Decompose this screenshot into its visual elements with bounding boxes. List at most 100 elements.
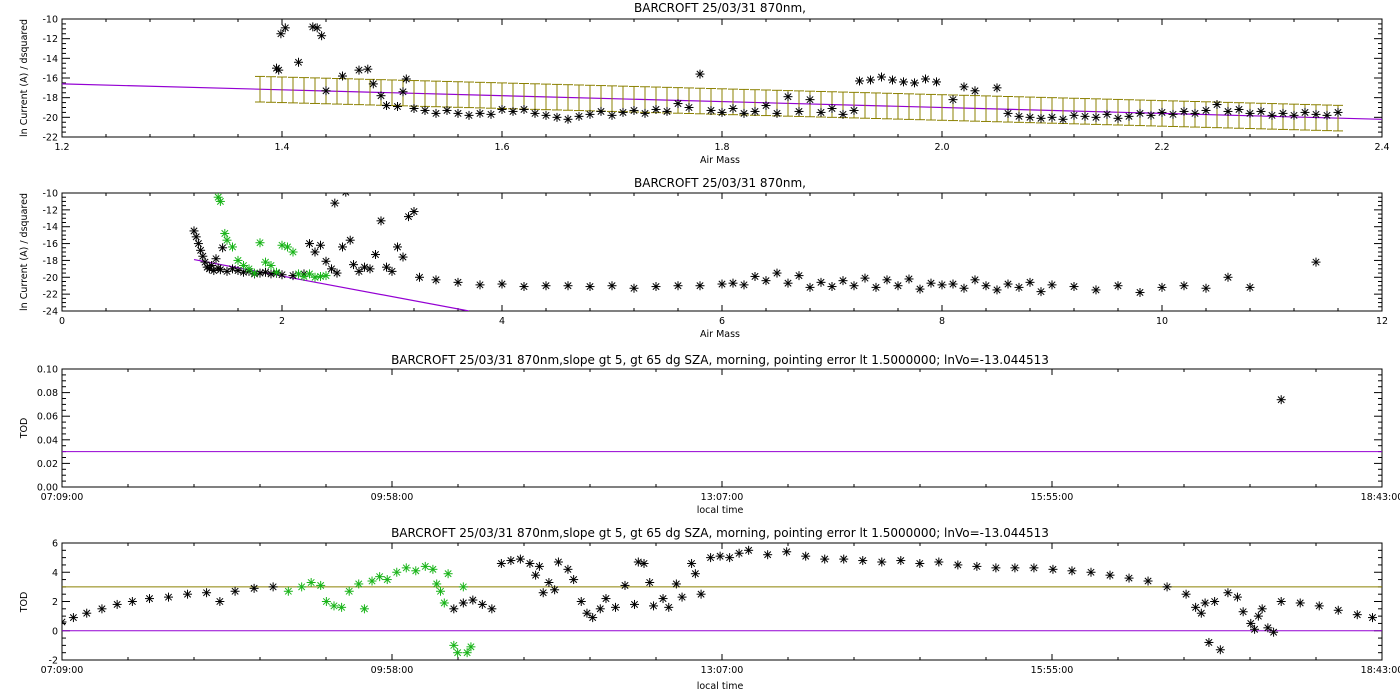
error-bar (981, 95, 991, 122)
data-point (1162, 582, 1172, 592)
data-point (462, 648, 472, 658)
error-bar (563, 84, 573, 111)
y-tick-label: 0 (52, 626, 58, 637)
data-point (268, 582, 278, 592)
data-point (664, 602, 674, 612)
data-point (1257, 604, 1267, 614)
data-point (734, 548, 744, 558)
data-point (1168, 109, 1178, 119)
data-point (563, 281, 573, 291)
panel-tod-small: BARCROFT 25/03/31 870nm,slope gt 5, gt 6… (19, 353, 1400, 516)
error-bar (299, 77, 309, 104)
data-point (630, 599, 640, 609)
data-point (519, 282, 529, 292)
plot-frame (61, 192, 1383, 312)
data-point (783, 92, 793, 102)
data-point (1223, 588, 1233, 598)
data-point (305, 269, 314, 279)
data-point (496, 558, 506, 568)
data-point (244, 264, 254, 274)
data-point (1102, 109, 1112, 119)
data-point (585, 282, 595, 292)
data-point (449, 604, 459, 614)
data-point (144, 594, 154, 604)
data-point (327, 264, 336, 274)
data-point (382, 262, 391, 272)
data-point (805, 95, 815, 105)
data-point (530, 108, 540, 118)
x-tick-label: 12 (1376, 316, 1388, 327)
y-tick-label: -16 (42, 239, 58, 250)
data-point (1146, 110, 1156, 120)
data-point (574, 111, 584, 121)
data-point (453, 277, 463, 287)
error-bar (453, 81, 463, 108)
data-point (1058, 114, 1068, 124)
y-tick-label: 4 (52, 568, 58, 579)
data-point (838, 276, 848, 286)
data-marks (62, 22, 1382, 132)
data-point (367, 576, 377, 586)
x-tick-label: 1.6 (494, 142, 509, 153)
data-point (953, 560, 963, 570)
data-point (1201, 105, 1211, 115)
chart-title: BARCROFT 25/03/31 870nm, (634, 1, 806, 15)
data-point (805, 282, 815, 292)
data-point (431, 275, 441, 285)
data-point (610, 602, 620, 612)
data-point (820, 554, 830, 564)
data-point (1105, 570, 1115, 580)
data-point (525, 558, 535, 568)
data-point (321, 256, 331, 266)
data-point (1352, 610, 1362, 620)
data-point (230, 586, 240, 596)
data-point (1256, 106, 1266, 116)
data-point (1215, 645, 1225, 655)
data-point (458, 598, 468, 608)
data-point (283, 586, 293, 596)
data-point (1014, 111, 1024, 121)
data-point (552, 112, 562, 122)
data-point (1314, 601, 1324, 611)
data-point (376, 91, 386, 101)
data-point (690, 569, 700, 579)
data-point (899, 77, 908, 87)
data-point (761, 101, 771, 111)
error-bar (431, 80, 441, 108)
y-tick-label: -20 (42, 113, 58, 124)
data-point (249, 583, 259, 593)
data-point (640, 108, 650, 118)
data-point (910, 78, 919, 88)
data-point (1080, 111, 1090, 121)
plot-frame (61, 542, 1383, 661)
data-point (763, 550, 773, 560)
data-point (428, 564, 438, 574)
data-point (801, 551, 811, 561)
data-point (344, 586, 354, 596)
error-bar (354, 78, 364, 106)
x-tick-label: 2.4 (1374, 142, 1389, 153)
data-point (677, 592, 687, 602)
data-point (1212, 100, 1222, 110)
data-point (1047, 112, 1057, 122)
data-point (849, 281, 859, 291)
data-point (959, 82, 969, 92)
data-point (706, 105, 716, 115)
data-point (877, 72, 886, 82)
y-tick-label: 2 (52, 597, 58, 608)
y-tick-label: 0.04 (37, 435, 58, 446)
data-point (409, 207, 419, 217)
x-tick-label: 13:07:00 (701, 665, 744, 676)
data-point (218, 243, 228, 253)
data-point (375, 572, 385, 582)
data-point (215, 597, 225, 606)
data-point (1289, 110, 1299, 120)
ticks: 07:09:00 09:58:00 13:07:00 15:55:00 18:43:00… (41, 539, 1400, 677)
data-point (816, 277, 826, 287)
data-point (306, 577, 316, 587)
data-point (588, 613, 598, 623)
data-point (508, 106, 518, 116)
data-point (991, 563, 1001, 573)
data-point (191, 232, 201, 242)
data-point (896, 556, 906, 566)
